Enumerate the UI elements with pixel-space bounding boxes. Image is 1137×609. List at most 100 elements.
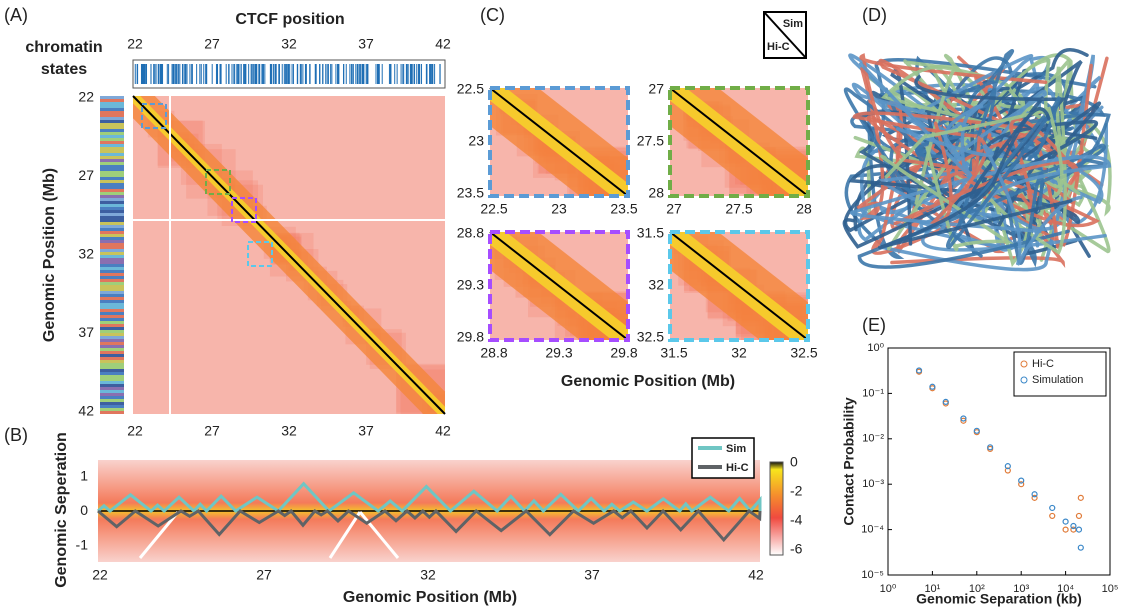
chromatin-state [100,159,124,162]
chromatin-state [100,135,124,138]
point [1077,544,1084,551]
y-tick-label: 28 [648,185,664,201]
chromatin-state [100,345,124,348]
chromatin-state [100,153,124,156]
point [1018,481,1025,488]
y-tick-label: 10⁰ [867,342,884,354]
chromatin-state [100,378,124,381]
chromatin-state [100,231,124,234]
chromatin-state [100,99,124,102]
point [1031,491,1038,498]
chromatin-state [100,117,124,120]
y-tick-label: 10⁻⁴ [861,524,884,536]
chromatin-state [100,138,124,141]
x-tick-label: 29.3 [545,345,572,361]
x-tick-label: 22 [127,36,143,52]
x-tick-label: 42 [748,567,764,583]
panel-label: (A) [4,5,28,25]
polymer-strand [878,107,1073,250]
x-tick-label: 42 [435,423,451,439]
diagonal [669,231,809,341]
x-tick-label: 22 [92,567,108,583]
chromatin-state [100,306,124,309]
legend [1013,351,1107,397]
chromatin-state [100,204,124,207]
chromatin-state [100,96,124,99]
chromatin-state [100,267,124,270]
y-tick-label: 23 [468,133,484,149]
legend-label: Simulation [1032,374,1083,386]
axis-title: Genomic Position (Mb) [561,373,735,390]
axis-title: Genomic Separation (kb) [916,591,1082,607]
chromatin-state [100,156,124,159]
chromatin-state [100,141,124,144]
chromatin-state [100,375,124,378]
point [1062,518,1069,525]
y-tick-label: 22 [78,89,94,105]
chromatin-state [100,144,124,147]
x-tick-label: 37 [358,36,374,52]
point [960,417,967,424]
x-tick-label: 23 [551,201,567,217]
chromatin-state [100,411,124,414]
chromatin-state [100,102,124,105]
x-tick-label: 27.5 [725,201,752,217]
chromatin-state [100,354,124,357]
chromatin-state [100,129,124,132]
polymer-strand [884,106,1064,198]
chromatin-state [100,282,124,285]
x-tick-label: 37 [584,567,600,583]
chromatin-state [100,324,124,327]
chromatin-state [100,348,124,351]
chromatin-state [100,183,124,186]
polymer-strand [849,155,1112,233]
chromatin-state [100,390,124,393]
x-tick-label: 42 [435,36,451,52]
panel-label: (B) [4,425,28,445]
chromatin-state [100,243,124,246]
polymer-strand [929,121,988,224]
chromatin-state [100,120,124,123]
chromatin-state [100,381,124,384]
chromatin-state [100,111,124,114]
legend-divider [763,11,807,59]
legend-swatch [1020,376,1028,384]
chromatin-state [100,330,124,333]
point [960,415,967,422]
zoom-box [247,241,273,267]
chromatin-state [100,234,124,237]
y-tick-label: 1 [80,468,88,484]
gap-line [358,511,400,559]
y-tick-label: 10⁻² [862,433,884,445]
chromatin-state [100,366,124,369]
chromatin-state [100,321,124,324]
zoom-frame [488,230,630,342]
chromatin-state [100,168,124,171]
point [1075,526,1083,533]
x-tick-label: 37 [358,423,374,439]
y-tick-label: 0 [80,502,88,518]
chromatin-state [100,297,124,300]
diagonal [489,87,629,197]
axis-title: Genomic Position (Mb) [343,589,517,606]
polymer-strand [871,100,965,255]
chromatin-state [100,201,124,204]
colorbar-tick-label: -6 [790,541,803,557]
chromatin-state [100,207,124,210]
chromatin-state [100,318,124,321]
x-tick-label: 32 [281,36,297,52]
chromatin-state [100,198,124,201]
x-tick-label: 27 [204,36,220,52]
y-tick-label: 31.5 [637,225,664,241]
axis-title: CTCF position [235,11,344,28]
y-tick-label: 29.8 [457,329,484,345]
panel-label: (C) [480,5,505,25]
panel-label: (D) [862,5,887,25]
point [1049,504,1056,512]
x-tick-label: 10² [969,583,985,595]
zoom-frame [488,86,630,198]
axis-title: Genomic Position (Mb) [41,168,58,342]
polymer-strand [914,75,1067,200]
chromatin-state [100,333,124,336]
chromatin-state [100,279,124,282]
